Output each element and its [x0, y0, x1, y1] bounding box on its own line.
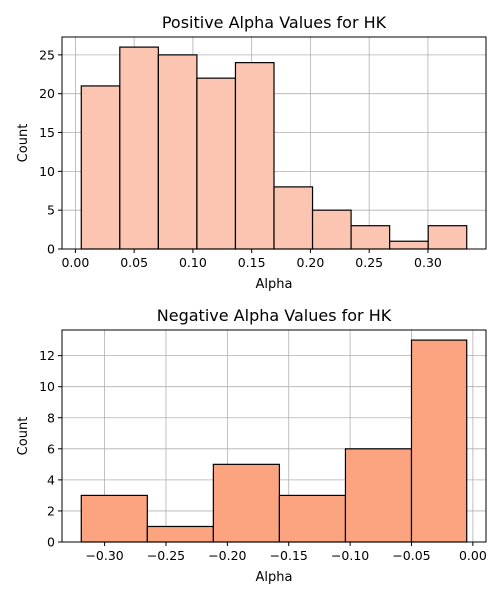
- y-tick-label: 0: [47, 242, 55, 257]
- x-tick-label: 0.20: [297, 255, 325, 270]
- y-tick-label: 6: [47, 441, 55, 456]
- x-tick-label: 0.25: [355, 255, 383, 270]
- x-axis-label: Alpha: [256, 277, 293, 292]
- x-tick-label: −0.10: [331, 548, 369, 563]
- y-tick-label: 10: [39, 164, 55, 179]
- x-tick-label: −0.15: [270, 548, 308, 563]
- histogram-bar-9: [427, 225, 468, 250]
- x-tick-label: −0.25: [147, 548, 185, 563]
- histogram-bar-5: [273, 186, 314, 250]
- histogram-bar-3: [196, 77, 237, 250]
- x-tick-label: 0.05: [120, 255, 148, 270]
- y-axis-label: Count: [16, 124, 31, 163]
- chart-title: Positive Alpha Values for HK: [162, 13, 387, 32]
- x-tick-label: 0.00: [61, 255, 89, 270]
- histogram-bar-1: [119, 46, 159, 250]
- x-tick-label: 0.10: [179, 255, 207, 270]
- y-tick-label: 0: [47, 535, 55, 550]
- histogram-bar-0: [80, 85, 121, 250]
- y-tick-label: 5: [47, 203, 55, 218]
- x-tick-label: 0.30: [414, 255, 442, 270]
- y-tick-label: 10: [39, 379, 55, 394]
- histogram-bar-5: [410, 339, 468, 543]
- y-tick-label: 12: [39, 348, 55, 363]
- y-tick-label: 8: [47, 410, 55, 425]
- histogram-bars: [80, 339, 468, 543]
- x-tick-label: 0.00: [459, 548, 487, 563]
- x-tick-label: −0.20: [208, 548, 246, 563]
- y-axis-ticks: 0 2 4 6 8 10 12: [39, 348, 62, 550]
- histogram-bar-6: [311, 209, 352, 250]
- x-axis-ticks: 0.00 0.05 0.10 0.15 0.20 0.25 0.30: [61, 249, 442, 270]
- histogram-bar-0: [80, 494, 148, 543]
- x-tick-label: 0.15: [238, 255, 266, 270]
- histogram-bar-2: [212, 463, 281, 543]
- histogram-bar-7: [350, 225, 391, 250]
- histogram-bar-2: [157, 54, 198, 250]
- positive-alpha-chart: 0.00 0.05 0.10 0.15 0.20 0.25 0.30 0510152025 …: [16, 13, 487, 292]
- histogram-bar-3: [278, 494, 347, 543]
- histogram-bar-8: [389, 240, 429, 250]
- y-axis-label: Count: [16, 417, 31, 456]
- x-axis-ticks: −0.30 −0.25 −0.20 −0.15 −0.10 −0.05 0.00: [85, 542, 487, 563]
- y-axis-ticks: 0 5 10 15 20 25: [39, 47, 62, 257]
- y-tick-label: 2: [47, 503, 55, 518]
- plot-frame: [61, 329, 487, 543]
- histogram-bar-4: [344, 448, 413, 543]
- x-axis-label: Alpha: [256, 570, 293, 585]
- plot-frame: [61, 36, 487, 250]
- histogram-bar-1: [146, 525, 214, 543]
- x-tick-label: −0.30: [85, 548, 123, 563]
- chart-title: Negative Alpha Values for HK: [157, 306, 392, 325]
- x-tick-label: −0.05: [392, 548, 430, 563]
- y-tick-label: 15: [39, 125, 55, 140]
- negative-alpha-chart: −0.30 −0.25 −0.20 −0.15 −0.10 −0.05 0.00 0 2 4 6 8…: [16, 306, 487, 585]
- histogram-bars: [80, 46, 468, 250]
- y-tick-label: 25: [39, 47, 55, 62]
- y-tick-label: 4: [47, 472, 55, 487]
- y-tick-label: 20: [39, 86, 55, 101]
- histogram-bar-4: [234, 62, 275, 250]
